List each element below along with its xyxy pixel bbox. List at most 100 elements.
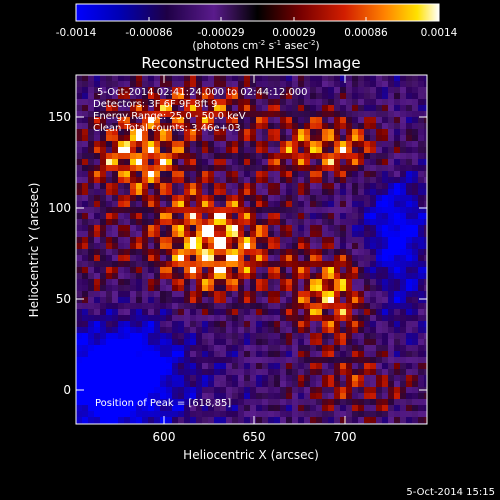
image-pixel <box>322 129 329 136</box>
image-pixel <box>256 135 263 142</box>
image-pixel <box>412 129 419 136</box>
image-pixel <box>346 111 353 118</box>
image-pixel <box>106 279 113 286</box>
image-pixel <box>178 123 185 130</box>
image-pixel <box>124 189 131 196</box>
image-pixel <box>274 333 281 340</box>
image-pixel <box>388 393 395 400</box>
image-pixel <box>328 369 335 376</box>
image-pixel <box>232 171 239 178</box>
image-pixel <box>280 387 287 394</box>
image-pixel <box>220 351 227 358</box>
image-pixel <box>190 255 197 262</box>
image-pixel <box>184 345 191 352</box>
image-pixel <box>352 87 359 94</box>
image-pixel <box>100 93 107 100</box>
image-pixel <box>82 129 89 136</box>
image-pixel <box>358 261 365 268</box>
image-pixel <box>262 363 269 370</box>
image-pixel <box>214 183 221 190</box>
image-frame <box>75 74 428 425</box>
image-pixel <box>394 399 401 406</box>
image-pixel <box>268 261 275 268</box>
image-pixel <box>208 225 215 232</box>
image-pixel <box>394 327 401 334</box>
image-pixel <box>226 129 233 136</box>
image-pixel <box>136 243 143 250</box>
image-pixel <box>268 201 275 208</box>
image-pixel <box>424 369 427 376</box>
image-pixel <box>238 273 245 280</box>
image-pixel <box>262 315 269 322</box>
image-pixel <box>388 303 395 310</box>
image-pixel <box>136 261 143 268</box>
image-pixel <box>112 213 119 220</box>
image-pixel <box>112 405 119 412</box>
image-pixel <box>262 111 269 118</box>
image-pixel <box>202 153 209 160</box>
image-pixel <box>202 315 209 322</box>
image-pixel <box>190 213 197 220</box>
image-pixel <box>112 267 119 274</box>
image-pixel <box>406 159 413 166</box>
image-pixel <box>154 291 161 298</box>
image-pixel <box>394 303 401 310</box>
image-pixel <box>106 207 113 214</box>
image-pixel <box>88 405 95 412</box>
image-pixel <box>148 273 155 280</box>
image-pixel <box>394 333 401 340</box>
image-pixel <box>184 411 191 418</box>
image-pixel <box>190 195 197 202</box>
image-pixel <box>298 129 305 136</box>
image-pixel <box>100 279 107 286</box>
image-pixel <box>424 159 427 166</box>
image-pixel <box>112 279 119 286</box>
image-pixel <box>352 147 359 154</box>
image-pixel <box>154 351 161 358</box>
image-pixel <box>382 153 389 160</box>
image-pixel <box>406 387 413 394</box>
image-pixel <box>244 195 251 202</box>
image-pixel <box>298 387 305 394</box>
image-pixel <box>310 297 317 304</box>
image-pixel <box>412 213 419 220</box>
image-pixel <box>286 219 293 226</box>
image-pixel <box>346 399 353 406</box>
image-pixel <box>196 171 203 178</box>
image-pixel <box>214 267 221 274</box>
image-pixel <box>232 147 239 154</box>
image-pixel <box>190 363 197 370</box>
image-pixel <box>382 123 389 130</box>
image-pixel <box>118 141 125 148</box>
image-pixel <box>214 129 221 136</box>
image-pixel <box>394 87 401 94</box>
image-pixel <box>382 369 389 376</box>
image-pixel <box>370 357 377 364</box>
image-pixel <box>262 321 269 328</box>
image-pixel <box>118 393 125 400</box>
image-pixel <box>142 183 149 190</box>
image-pixel <box>88 159 95 166</box>
image-pixel <box>124 315 131 322</box>
image-pixel <box>208 153 215 160</box>
image-pixel <box>154 357 161 364</box>
image-pixel <box>388 261 395 268</box>
image-pixel <box>202 201 209 208</box>
image-pixel <box>280 159 287 166</box>
image-pixel <box>142 405 149 412</box>
image-pixel <box>220 357 227 364</box>
image-pixel <box>178 327 185 334</box>
image-pixel <box>358 225 365 232</box>
image-pixel <box>208 417 215 424</box>
image-pixel <box>166 321 173 328</box>
image-pixel <box>268 189 275 196</box>
image-pixel <box>388 321 395 328</box>
image-pixel <box>214 159 221 166</box>
image-pixel <box>280 99 287 106</box>
image-pixel <box>328 333 335 340</box>
image-pixel <box>250 291 257 298</box>
image-pixel <box>394 375 401 382</box>
image-pixel <box>208 321 215 328</box>
image-pixel <box>364 345 371 352</box>
image-pixel <box>88 273 95 280</box>
